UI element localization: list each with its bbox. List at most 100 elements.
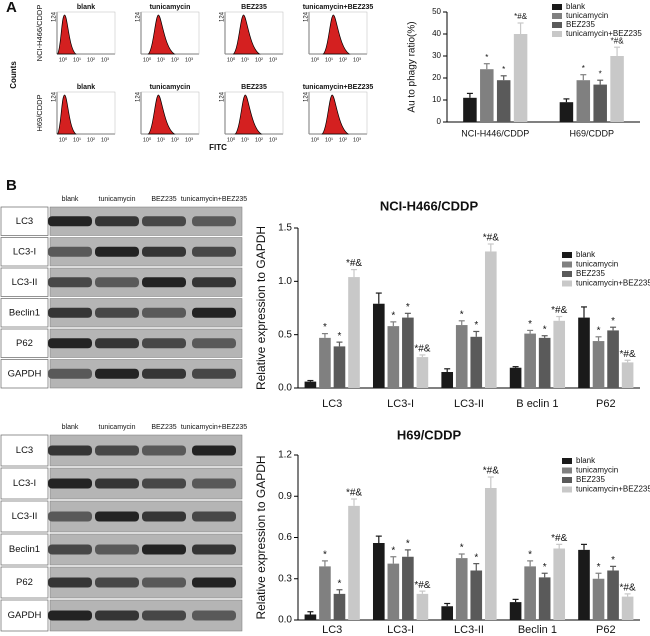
significance-label: * [391, 311, 395, 322]
bar [463, 97, 477, 122]
x-tick-label: B eclin 1 [516, 398, 558, 410]
bar [553, 548, 566, 620]
legend-label: tunicamycin+BEZ235 [566, 29, 642, 38]
blot-band [48, 577, 92, 588]
x-tick-label: LC3 [322, 624, 342, 636]
bar [509, 602, 522, 620]
blot-row-label: LC3 [16, 216, 33, 227]
flow-histogram [56, 94, 77, 135]
blot-label-cell [0, 328, 49, 358]
flow-row-label: NCI-H466/CDDP [35, 5, 44, 62]
significance-label: *#& [620, 583, 636, 594]
bar [524, 566, 536, 620]
flow-xtick: 10³ [185, 137, 193, 143]
bar [509, 367, 522, 388]
y-tick-label: 30 [432, 51, 441, 60]
blot-band [48, 544, 92, 555]
significance-label: *#& [514, 12, 528, 21]
blot-band [48, 368, 92, 379]
flow-column-label: tunicamycin [150, 84, 191, 91]
blot-band [95, 577, 139, 588]
bar [319, 337, 331, 388]
flow-ylabel: Counts [9, 61, 18, 89]
blot-band [142, 307, 186, 318]
flow-xtick: 10³ [185, 57, 193, 63]
legend-label: tunicamycin [576, 466, 618, 475]
bar [538, 337, 551, 388]
blot-band [95, 478, 139, 489]
significance-label: *#& [611, 36, 625, 45]
bar [402, 317, 414, 388]
blot-column-label: BEZ235 [151, 196, 176, 203]
bar [387, 326, 400, 388]
significance-label: * [474, 320, 478, 331]
chart-title: H69/CDDP [397, 427, 462, 442]
significance-label: *#& [414, 344, 430, 355]
y-tick-label: 0.3 [278, 573, 292, 584]
bar [319, 566, 331, 620]
blot-band [192, 338, 236, 349]
bar [592, 341, 605, 388]
flow-xtick: 10⁰ [143, 136, 152, 143]
flow-column-label: tunicamycin+BEZ235 [303, 84, 374, 91]
y-tick-label: 1.0 [278, 276, 292, 287]
x-tick-label: LC3-I [387, 398, 414, 410]
flow-xtick: 10¹ [157, 57, 165, 63]
blot-band [95, 544, 139, 555]
blot-band [142, 246, 186, 257]
flow-histogram [234, 94, 263, 135]
blot-band [48, 338, 92, 349]
significance-label: *#& [551, 533, 567, 544]
flow-ytick: 124 [136, 91, 142, 102]
blot-band [142, 277, 186, 288]
blot-band [192, 277, 236, 288]
blot-column-label: tunicamycin [99, 196, 136, 203]
flow-xtick: 10¹ [241, 137, 249, 143]
flow-histogram [322, 14, 351, 55]
blot-band [95, 610, 139, 621]
flow-xtick: 10³ [269, 137, 277, 143]
blot-column-label: tunicamycin+BEZ235 [181, 196, 247, 203]
significance-label: *#& [551, 305, 567, 316]
y-axis-label: Relative expression to GAPDH [254, 226, 268, 390]
legend-swatch [552, 22, 562, 28]
legend-swatch [562, 467, 572, 474]
flow-xtick: 10³ [353, 57, 361, 63]
blot-row-label: LC3 [16, 445, 33, 456]
blot-band [142, 445, 186, 456]
flow-xtick: 10¹ [325, 57, 333, 63]
significance-label: * [528, 319, 532, 330]
bar [559, 102, 574, 122]
bar [538, 577, 551, 620]
significance-label: * [502, 65, 505, 74]
legend-label: tunicamycin [576, 260, 618, 269]
panel-label: A [6, 0, 17, 16]
flow-frame [140, 91, 200, 135]
legend-label: tunicamycin+BEZ235 [576, 279, 650, 288]
bar [348, 505, 360, 620]
significance-label: * [391, 545, 395, 556]
blot-row-label: LC3-I [13, 246, 36, 257]
bar [513, 34, 528, 122]
legend-swatch [562, 486, 572, 493]
bar [592, 578, 605, 620]
blot-band [192, 610, 236, 621]
blot-band [95, 511, 139, 522]
bar [441, 606, 454, 620]
blot-band [192, 246, 236, 257]
blot-band [192, 216, 236, 227]
flow-xtick: 10² [87, 57, 95, 63]
flow-xtick: 10³ [101, 57, 109, 63]
significance-label: * [338, 578, 342, 589]
flow-row-label: H69/CDDP [35, 94, 44, 131]
y-tick-label: 0.0 [278, 383, 292, 394]
y-tick-label: 0.0 [278, 615, 292, 626]
flow-xtick: 10¹ [157, 137, 165, 143]
blot-column-label: tunicamycin [99, 424, 136, 431]
flow-xtick: 10² [339, 137, 347, 143]
x-tick-label: P62 [596, 398, 616, 410]
blot-label-cell [0, 434, 49, 467]
bar [480, 69, 494, 122]
blot-label-cell [0, 500, 49, 533]
